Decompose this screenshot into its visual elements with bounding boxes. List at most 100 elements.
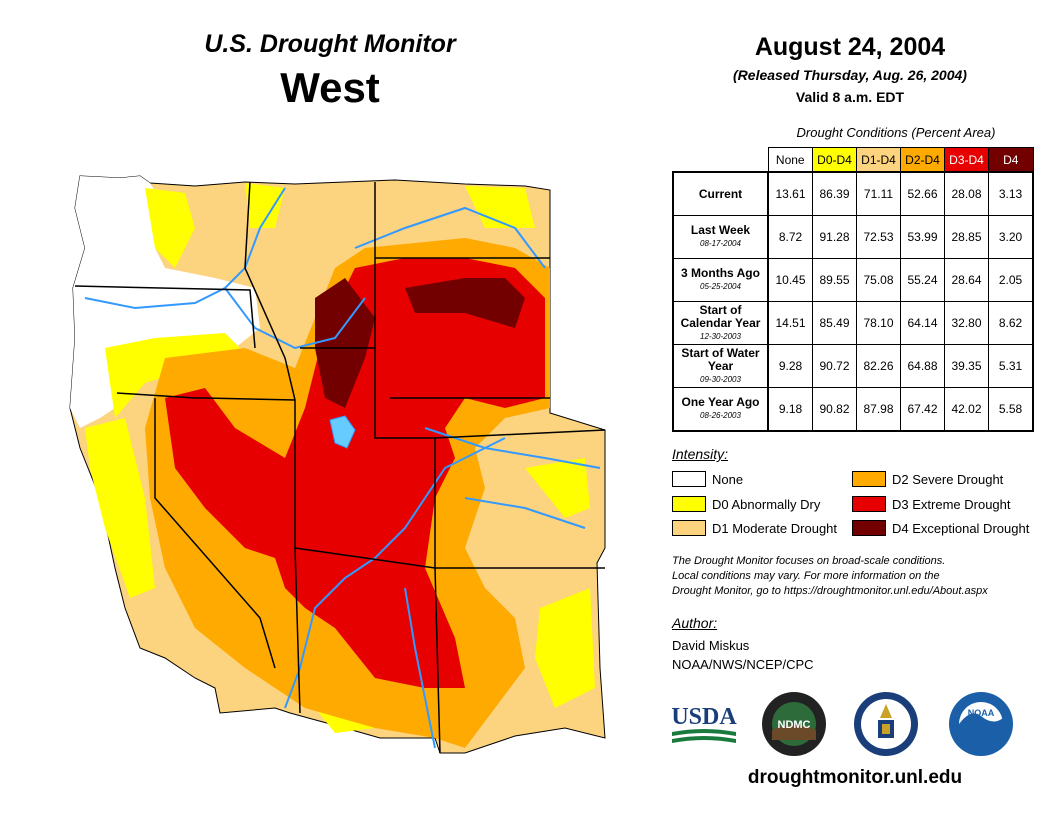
map-layers — [69, 175, 606, 754]
cell: 82.26 — [856, 344, 901, 388]
cell: 89.55 — [812, 258, 857, 302]
great-salt-lake — [329, 415, 356, 449]
row-label: Start of Water Year 09-30-2003 — [672, 344, 769, 388]
cell: 67.42 — [900, 387, 945, 432]
ndmc-logo-text: NDMC — [778, 719, 811, 731]
legend-swatch — [852, 496, 886, 512]
d0-area-4 — [465, 186, 535, 228]
col-d3-d4: D3-D4 — [944, 147, 989, 173]
ndmc-logo: NDMC — [762, 692, 826, 756]
row-label: Current — [672, 171, 769, 216]
legend-item-none: None — [672, 470, 743, 488]
legend-swatch — [672, 520, 706, 536]
legend-label: D0 Abnormally Dry — [712, 496, 821, 512]
colorado-river — [284, 437, 506, 709]
cell: 9.28 — [767, 344, 813, 388]
cell: 32.80 — [944, 301, 989, 345]
legend-label: D4 Exceptional Drought — [892, 520, 1030, 536]
row-label: 3 Months Ago 05-25-2004 — [672, 258, 769, 302]
cell: 90.72 — [812, 344, 857, 388]
row-label: Start of Calendar Year 12-30-2003 — [672, 301, 769, 345]
cell: 28.08 — [944, 171, 989, 216]
d0-area-5 — [85, 418, 155, 598]
cell: 14.51 — [767, 301, 813, 345]
col-d0-d4: D0-D4 — [812, 147, 857, 173]
valid-time: Valid 8 a.m. EDT — [795, 89, 905, 105]
cell: 28.64 — [944, 258, 989, 302]
table-row: Last Week 08-17-2004 8.72 91.28 72.53 53.… — [672, 215, 1034, 259]
snake-river — [224, 287, 366, 350]
legend-label: D1 Moderate Drought — [712, 520, 838, 536]
platte-river — [424, 427, 601, 469]
cell: 52.66 — [900, 171, 945, 216]
table-row: Current 13.61 86.39 71.11 52.66 28.08 3.… — [672, 171, 1034, 216]
table-row: Start of Water Year 09-30-2003 9.28 90.72… — [672, 344, 1034, 388]
cell: 9.18 — [767, 387, 813, 432]
rio-grande — [404, 587, 436, 749]
cell: 8.62 — [988, 301, 1034, 345]
website-url[interactable]: droughtmonitor.unl.edu — [747, 767, 963, 788]
legend-item-d0: D0 Abnormally Dry — [672, 495, 820, 513]
note-line: Drought Monitor, go to https://droughtmo… — [672, 585, 988, 597]
noaa-logo: NOAA — [949, 692, 1013, 756]
map-date: August 24, 2004 — [754, 33, 946, 61]
d4-area-1 — [315, 278, 375, 408]
legend-swatch — [672, 496, 706, 512]
cell: 42.02 — [944, 387, 989, 432]
missouri-river — [354, 206, 546, 269]
cell: 91.28 — [812, 215, 857, 259]
note-line: The Drought Monitor focuses on broad-sca… — [672, 555, 946, 567]
row-label: One Year Ago 08-26-2003 — [672, 387, 769, 432]
table-row: 3 Months Ago 05-25-2004 10.45 89.55 75.08… — [672, 258, 1034, 302]
cell: 55.24 — [900, 258, 945, 302]
d0-area-3 — [245, 183, 285, 228]
usda-logo: USDA — [671, 704, 737, 743]
arkansas-river — [464, 497, 586, 529]
cell: 2.05 — [988, 258, 1034, 302]
author-label: Author: — [672, 615, 718, 631]
usda-logo-text: USDA — [671, 704, 737, 730]
cell: 78.10 — [856, 301, 901, 345]
d0-area-7 — [535, 588, 595, 708]
author-org: NOAA/NWS/NCEP/CPC — [672, 657, 814, 672]
cell: 87.98 — [856, 387, 901, 432]
legend-item-d1: D1 Moderate Drought — [672, 519, 837, 537]
legend-swatch — [672, 471, 706, 487]
legend-item-d2: D2 Severe Drought — [852, 470, 1003, 488]
legend-label: None — [712, 471, 744, 487]
cell: 13.61 — [767, 171, 813, 216]
state-boundaries — [74, 181, 606, 754]
col-none: None — [767, 147, 813, 173]
cell: 5.31 — [988, 344, 1034, 388]
cell: 3.13 — [988, 171, 1034, 216]
cell: 71.11 — [856, 171, 901, 216]
region-title: West — [280, 64, 380, 111]
legend-label: D3 Extreme Drought — [892, 496, 1011, 512]
cell: 86.39 — [812, 171, 857, 216]
header-blank — [673, 148, 768, 173]
table-row: One Year Ago 08-26-2003 9.18 90.82 87.98 … — [672, 387, 1034, 432]
table-row: Start of Calendar Year 12-30-2003 14.51 8… — [672, 301, 1034, 345]
legend-title: Intensity: — [672, 446, 729, 462]
cell: 64.88 — [900, 344, 945, 388]
legend-swatch — [852, 471, 886, 487]
cell: 75.08 — [856, 258, 901, 302]
author-name: David Miskus — [672, 638, 750, 653]
d3-area-main — [165, 258, 545, 688]
cell: 90.82 — [812, 387, 857, 432]
note-line: Local conditions may vary. For more info… — [672, 570, 940, 582]
col-d1-d4: D1-D4 — [856, 147, 901, 173]
cell: 5.58 — [988, 387, 1034, 432]
cell: 39.35 — [944, 344, 989, 388]
d0-area-2 — [145, 188, 195, 268]
d0-area-6 — [525, 458, 590, 518]
drought-map — [69, 175, 606, 754]
legend-item-d3: D3 Extreme Drought — [852, 495, 1011, 513]
disclaimer-note: The Drought Monitor focuses on broad-sca… — [672, 554, 1052, 599]
legend-swatch — [852, 520, 886, 536]
cell: 72.53 — [856, 215, 901, 259]
release-date: (Released Thursday, Aug. 26, 2004) — [733, 67, 967, 83]
d4-area-2 — [405, 278, 525, 328]
legend-label: D2 Severe Drought — [892, 471, 1004, 487]
table-caption: Drought Conditions (Percent Area) — [796, 125, 996, 140]
